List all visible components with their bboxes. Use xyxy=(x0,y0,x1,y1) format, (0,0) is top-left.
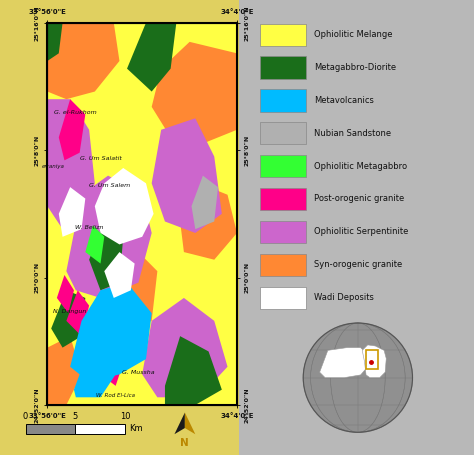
Text: W. Belizn: W. Belizn xyxy=(75,225,103,230)
Polygon shape xyxy=(66,290,89,336)
Bar xyxy=(366,350,378,369)
Polygon shape xyxy=(95,168,154,244)
Polygon shape xyxy=(66,176,152,298)
Text: Ophiolitic Metagabbro: Ophiolitic Metagabbro xyxy=(314,162,407,171)
Polygon shape xyxy=(57,275,74,313)
Text: Ophiolitic Serpentinite: Ophiolitic Serpentinite xyxy=(314,227,409,236)
Text: Metavolcanics: Metavolcanics xyxy=(314,96,374,105)
Text: G. Um Salatit: G. Um Salatit xyxy=(80,157,121,162)
Text: Nubian Sandstone: Nubian Sandstone xyxy=(314,129,391,138)
Text: Wadi Deposits: Wadi Deposits xyxy=(314,293,374,302)
Text: erraniya: erraniya xyxy=(42,164,64,169)
Polygon shape xyxy=(59,187,85,237)
Bar xyxy=(260,24,306,46)
Polygon shape xyxy=(165,336,222,405)
Text: G. Mussha: G. Mussha xyxy=(122,370,155,375)
Polygon shape xyxy=(70,283,152,382)
Polygon shape xyxy=(191,176,218,229)
Polygon shape xyxy=(119,252,157,329)
Polygon shape xyxy=(152,42,237,145)
Polygon shape xyxy=(100,329,119,359)
Text: Km: Km xyxy=(129,424,143,433)
Bar xyxy=(260,155,306,177)
Text: N. Dangun: N. Dangun xyxy=(54,309,87,314)
Polygon shape xyxy=(47,23,119,99)
Polygon shape xyxy=(152,118,222,233)
Polygon shape xyxy=(108,290,127,329)
Text: 0: 0 xyxy=(23,412,28,421)
Polygon shape xyxy=(74,351,116,397)
Text: Ophiolitic Melange: Ophiolitic Melange xyxy=(314,30,392,39)
Bar xyxy=(260,221,306,243)
Polygon shape xyxy=(180,183,237,260)
Circle shape xyxy=(303,323,412,432)
Bar xyxy=(260,89,306,111)
Polygon shape xyxy=(47,336,82,405)
Bar xyxy=(75,424,125,434)
Polygon shape xyxy=(185,413,195,434)
Polygon shape xyxy=(59,99,85,160)
Text: 10: 10 xyxy=(120,412,130,421)
Polygon shape xyxy=(174,413,185,434)
Polygon shape xyxy=(127,23,176,91)
Polygon shape xyxy=(47,99,95,229)
Text: 5: 5 xyxy=(73,412,78,421)
Text: Post-orogenic granite: Post-orogenic granite xyxy=(314,194,404,203)
Text: G. Um Salem: G. Um Salem xyxy=(89,183,131,188)
Bar xyxy=(260,188,306,210)
Text: G. el-Rukhom: G. el-Rukhom xyxy=(55,111,97,116)
Polygon shape xyxy=(47,23,63,61)
Polygon shape xyxy=(100,348,123,386)
Bar xyxy=(260,254,306,276)
Polygon shape xyxy=(362,345,386,378)
Polygon shape xyxy=(85,225,104,263)
Text: Syn-orogenic granite: Syn-orogenic granite xyxy=(314,260,402,269)
Bar xyxy=(260,56,306,79)
Polygon shape xyxy=(104,252,135,298)
Text: Metagabbro-Diorite: Metagabbro-Diorite xyxy=(314,63,396,72)
Text: N: N xyxy=(181,438,189,448)
Polygon shape xyxy=(89,222,123,290)
Polygon shape xyxy=(51,290,85,348)
Polygon shape xyxy=(319,348,368,378)
Polygon shape xyxy=(142,298,228,397)
Bar xyxy=(26,424,75,434)
Text: W. Rod El-Lica: W. Rod El-Lica xyxy=(96,393,135,398)
Bar xyxy=(260,287,306,308)
Bar xyxy=(260,122,306,144)
